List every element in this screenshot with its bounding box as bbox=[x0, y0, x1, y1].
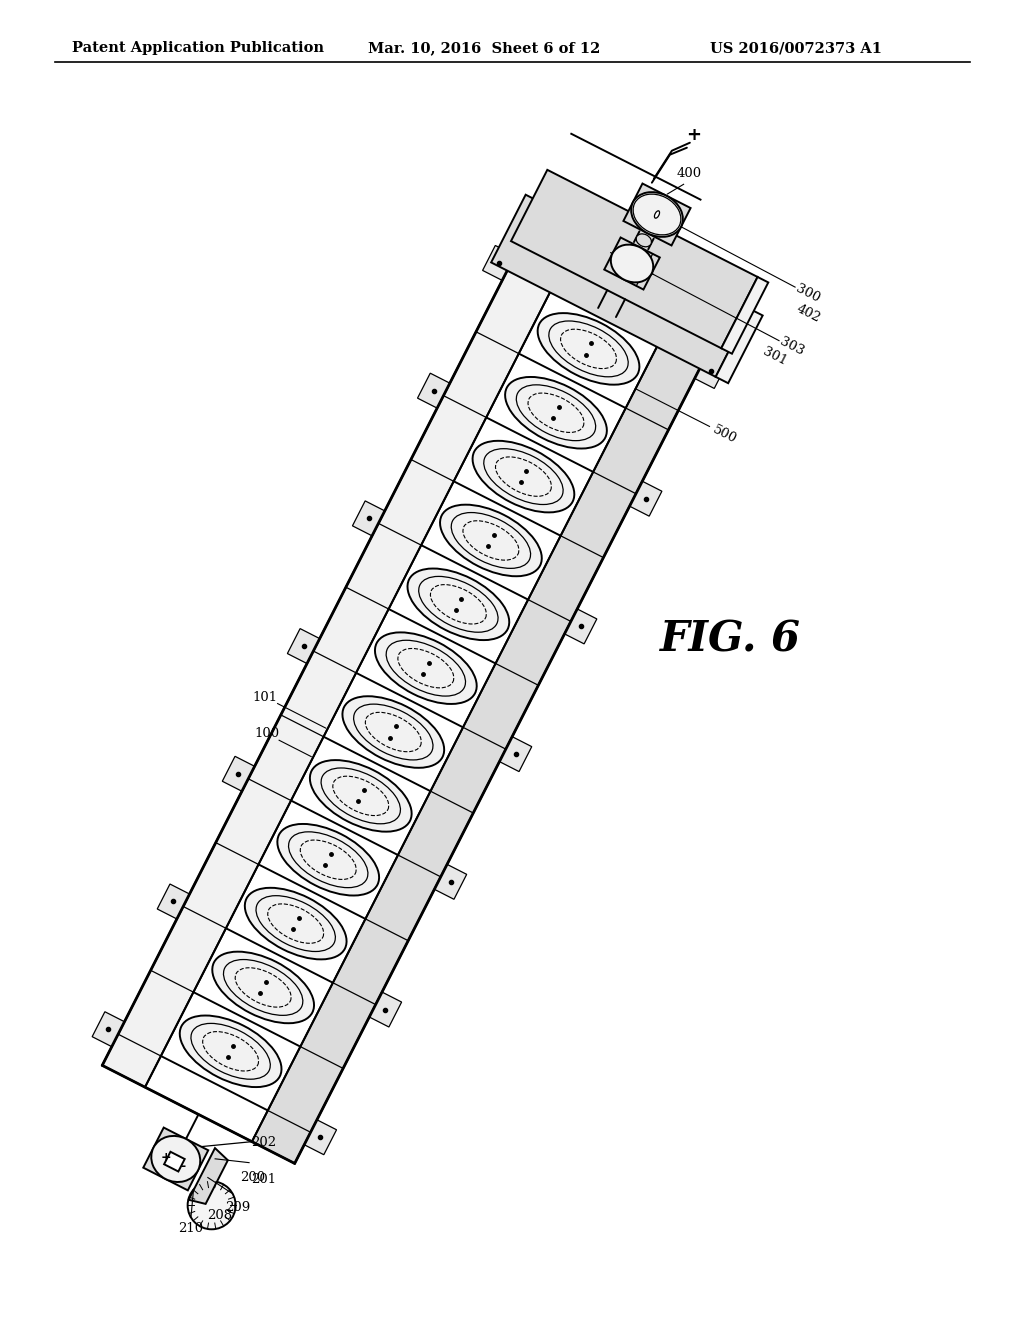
Polygon shape bbox=[604, 238, 659, 289]
Ellipse shape bbox=[342, 696, 444, 768]
Ellipse shape bbox=[180, 1015, 282, 1088]
Ellipse shape bbox=[538, 313, 639, 384]
Polygon shape bbox=[288, 628, 319, 664]
Text: 301: 301 bbox=[761, 346, 790, 368]
Text: -: - bbox=[181, 1160, 186, 1172]
Polygon shape bbox=[304, 1119, 337, 1155]
Text: FIG. 6: FIG. 6 bbox=[660, 619, 801, 661]
Text: Patent Application Publication: Patent Application Publication bbox=[72, 41, 324, 55]
Ellipse shape bbox=[636, 234, 651, 247]
Polygon shape bbox=[624, 183, 690, 246]
Text: 402: 402 bbox=[795, 302, 822, 326]
Text: 200: 200 bbox=[240, 1171, 265, 1184]
Polygon shape bbox=[482, 246, 515, 280]
Polygon shape bbox=[630, 482, 662, 516]
Polygon shape bbox=[188, 1148, 228, 1204]
Text: +: + bbox=[686, 125, 701, 144]
Ellipse shape bbox=[278, 824, 379, 895]
Text: 500: 500 bbox=[711, 422, 738, 446]
Text: 400: 400 bbox=[677, 168, 701, 180]
Text: 100: 100 bbox=[254, 727, 280, 741]
Polygon shape bbox=[564, 609, 597, 644]
Ellipse shape bbox=[440, 504, 542, 577]
Text: Mar. 10, 2016  Sheet 6 of 12: Mar. 10, 2016 Sheet 6 of 12 bbox=[368, 41, 600, 55]
Ellipse shape bbox=[310, 760, 412, 832]
Polygon shape bbox=[164, 1152, 184, 1172]
Polygon shape bbox=[694, 354, 727, 388]
Ellipse shape bbox=[505, 378, 607, 449]
Polygon shape bbox=[721, 277, 768, 354]
Polygon shape bbox=[252, 339, 703, 1163]
Ellipse shape bbox=[212, 952, 314, 1023]
Ellipse shape bbox=[375, 632, 477, 704]
Text: 202: 202 bbox=[252, 1135, 276, 1148]
Polygon shape bbox=[434, 865, 467, 899]
Polygon shape bbox=[500, 737, 531, 772]
Polygon shape bbox=[92, 1011, 125, 1047]
Ellipse shape bbox=[610, 244, 653, 282]
Text: 201: 201 bbox=[252, 1172, 276, 1185]
Polygon shape bbox=[143, 1127, 208, 1191]
Text: 303: 303 bbox=[777, 335, 806, 359]
Ellipse shape bbox=[245, 888, 346, 960]
Polygon shape bbox=[511, 170, 758, 348]
Text: US 2016/0072373 A1: US 2016/0072373 A1 bbox=[710, 41, 882, 55]
Polygon shape bbox=[222, 756, 255, 791]
Ellipse shape bbox=[654, 211, 659, 218]
Ellipse shape bbox=[631, 193, 683, 236]
Text: 101: 101 bbox=[253, 690, 278, 704]
Polygon shape bbox=[492, 195, 751, 376]
Text: 208: 208 bbox=[208, 1209, 232, 1222]
Polygon shape bbox=[716, 309, 763, 383]
Text: +: + bbox=[160, 1151, 171, 1164]
Text: 300: 300 bbox=[794, 282, 821, 305]
Polygon shape bbox=[102, 264, 554, 1088]
Ellipse shape bbox=[152, 1137, 201, 1181]
Ellipse shape bbox=[472, 441, 574, 512]
Text: 210: 210 bbox=[178, 1222, 204, 1236]
Polygon shape bbox=[352, 500, 385, 536]
Polygon shape bbox=[370, 993, 401, 1027]
Circle shape bbox=[187, 1181, 236, 1229]
Ellipse shape bbox=[408, 569, 509, 640]
Polygon shape bbox=[158, 884, 189, 919]
Polygon shape bbox=[418, 374, 450, 408]
Text: 209: 209 bbox=[225, 1201, 250, 1214]
